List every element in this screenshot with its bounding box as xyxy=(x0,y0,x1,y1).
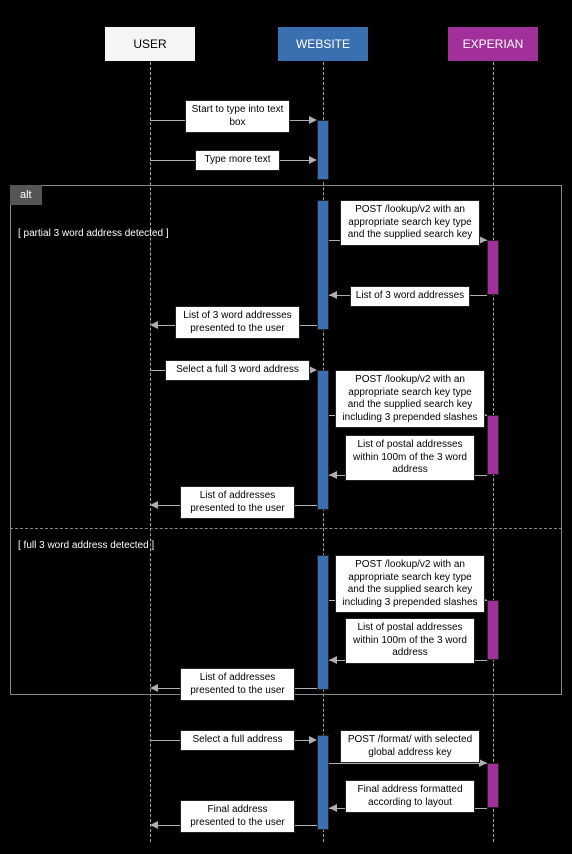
msg-select-3word: Select a full 3 word address xyxy=(165,360,310,381)
activation-website-2 xyxy=(317,200,329,330)
alt-frame xyxy=(10,185,562,695)
msg-start-type: Start to type into text box xyxy=(185,100,290,133)
msg-list-3word-presented: List of 3 word addresses presented to th… xyxy=(175,306,300,339)
msg-type-more: Type more text xyxy=(195,150,280,171)
msg-post-lookup-3: POST /lookup/v2 with an appropriate sear… xyxy=(335,555,485,613)
msg-select-full: Select a full address xyxy=(180,730,295,751)
msg-list-3word: List of 3 word addresses xyxy=(350,286,470,307)
msg-final-formatted: Final address formatted according to lay… xyxy=(345,780,475,813)
arrowhead xyxy=(150,321,158,329)
arrow xyxy=(329,763,487,764)
alt-divider xyxy=(10,528,562,529)
activation-experian-2 xyxy=(487,415,499,475)
activation-experian-1 xyxy=(487,240,499,295)
activation-website-3 xyxy=(317,370,329,510)
msg-list-postal-1: List of postal addresses within 100m of … xyxy=(345,435,475,481)
arrowhead xyxy=(309,156,317,164)
arrowhead xyxy=(150,821,158,829)
alt-label: alt xyxy=(10,185,42,205)
participant-user: USER xyxy=(104,26,196,62)
activation-website-1 xyxy=(317,120,329,180)
arrowhead xyxy=(309,736,317,744)
msg-post-format: POST /format/ with selected global addre… xyxy=(340,730,480,763)
activation-experian-3 xyxy=(487,600,499,660)
arrowhead xyxy=(329,656,337,664)
msg-list-postal-2: List of postal addresses within 100m of … xyxy=(345,618,475,664)
participant-website: WEBSITE xyxy=(277,26,369,62)
alt-guard-partial: [ partial 3 word address detected ] xyxy=(18,228,169,239)
arrowhead xyxy=(150,501,158,509)
arrowhead xyxy=(309,366,317,374)
msg-list-presented-1: List of addresses presented to the user xyxy=(180,486,295,519)
arrowhead xyxy=(309,116,317,124)
arrowhead xyxy=(479,236,487,244)
msg-list-presented-2: List of addresses presented to the user xyxy=(180,668,295,701)
arrowhead xyxy=(329,471,337,479)
alt-guard-full: [ full 3 word address detected ] xyxy=(18,540,154,551)
activation-website-5 xyxy=(317,735,329,830)
arrowhead xyxy=(329,291,337,299)
msg-final-presented: Final address presented to the user xyxy=(180,800,295,833)
arrowhead xyxy=(150,684,158,692)
activation-website-4 xyxy=(317,555,329,690)
activation-experian-4 xyxy=(487,763,499,808)
participant-experian: EXPERIAN xyxy=(447,26,539,62)
msg-post-lookup-2: POST /lookup/v2 with an appropriate sear… xyxy=(335,370,485,428)
msg-post-lookup-1: POST /lookup/v2 with an appropriate sear… xyxy=(340,200,480,246)
arrowhead xyxy=(479,759,487,767)
arrowhead xyxy=(329,804,337,812)
